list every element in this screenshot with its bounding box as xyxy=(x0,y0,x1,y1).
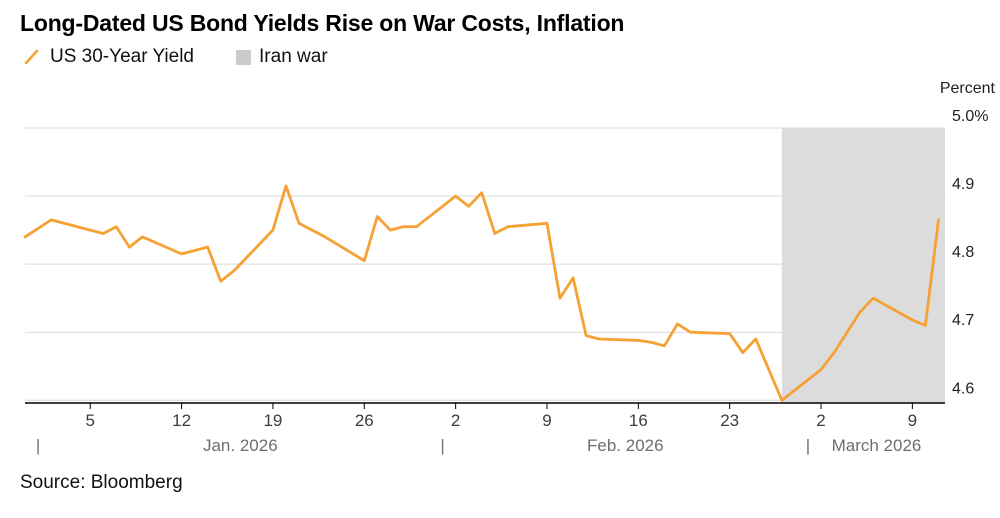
svg-text:|: | xyxy=(440,436,444,455)
us-30-year-yield-line xyxy=(23,184,940,402)
legend-band: Iran war xyxy=(236,46,328,68)
svg-text:16: 16 xyxy=(629,411,648,430)
svg-text:4.9: 4.9 xyxy=(952,176,974,193)
svg-text:4.8: 4.8 xyxy=(952,244,974,261)
legend-band-label: Iran war xyxy=(259,46,328,67)
svg-text:5: 5 xyxy=(86,411,95,430)
legend-series: US 30-Year Yield xyxy=(22,46,194,68)
svg-text:2: 2 xyxy=(816,411,825,430)
svg-text:4.6: 4.6 xyxy=(952,380,974,397)
svg-text:|: | xyxy=(806,436,810,455)
svg-text:9: 9 xyxy=(542,411,551,430)
svg-text:|: | xyxy=(36,436,40,455)
svg-text:March 2026: March 2026 xyxy=(832,436,922,455)
svg-text:Feb. 2026: Feb. 2026 xyxy=(587,436,664,455)
orange-slash-icon xyxy=(24,49,39,65)
gray-square-icon xyxy=(236,49,252,65)
chart-title: Long-Dated US Bond Yields Rise on War Co… xyxy=(20,10,625,36)
y-axis-unit-label: Percent xyxy=(939,80,995,97)
svg-text:19: 19 xyxy=(263,411,282,430)
svg-text:12: 12 xyxy=(172,411,191,430)
source-credit: Source: Bloomberg xyxy=(20,472,183,493)
svg-text:23: 23 xyxy=(720,411,739,430)
svg-text:9: 9 xyxy=(908,411,917,430)
legend: US 30-Year Yield Iran war xyxy=(22,46,328,68)
svg-text:26: 26 xyxy=(355,411,374,430)
svg-text:5.0%: 5.0% xyxy=(952,108,988,125)
svg-text:4.7: 4.7 xyxy=(952,312,974,329)
svg-text:Jan. 2026: Jan. 2026 xyxy=(203,436,278,455)
iran-war-shaded-band xyxy=(781,128,945,403)
svg-text:2: 2 xyxy=(451,411,460,430)
legend-series-label: US 30-Year Yield xyxy=(50,46,195,67)
